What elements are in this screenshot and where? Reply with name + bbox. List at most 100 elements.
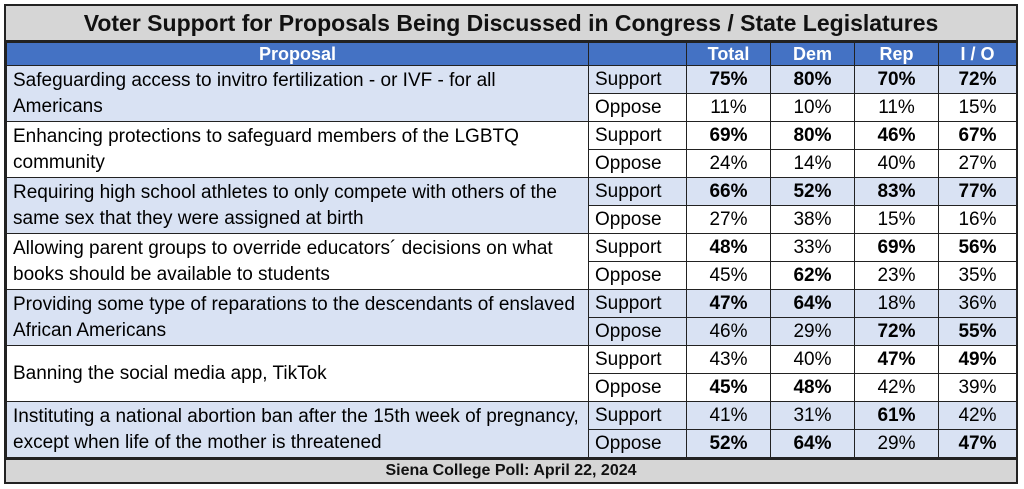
poll-table-frame: Voter Support for Proposals Being Discus… xyxy=(4,4,1018,484)
table-row: Oppose 45% 62% 23% 35% xyxy=(7,261,1017,290)
rep-value: 23% xyxy=(854,261,939,290)
io-value: 49% xyxy=(938,345,1017,374)
header-total: Total xyxy=(686,42,771,66)
dem-value: 64% xyxy=(770,429,855,458)
io-value: 67% xyxy=(938,121,1017,150)
dem-value: 10% xyxy=(770,93,855,122)
dem-value: 14% xyxy=(770,149,855,178)
io-value: 35% xyxy=(938,261,1017,290)
table-row: Oppose 27% 38% 15% 16% xyxy=(7,205,1017,234)
dem-value: 48% xyxy=(770,373,855,402)
response-label: Support xyxy=(588,65,687,94)
io-value: 72% xyxy=(938,65,1017,94)
response-label: Oppose xyxy=(588,93,687,122)
dem-value: 80% xyxy=(770,65,855,94)
io-value: 42% xyxy=(938,401,1017,430)
proposal-cell: Enhancing protections to safeguard membe… xyxy=(6,121,589,178)
header-dem: Dem xyxy=(770,42,855,66)
response-label: Oppose xyxy=(588,149,687,178)
total-value: 75% xyxy=(686,65,771,94)
dem-value: 33% xyxy=(770,233,855,262)
proposal-cell: Allowing parent groups to override educa… xyxy=(6,233,589,290)
rep-value: 15% xyxy=(854,205,939,234)
header-io: I / O xyxy=(938,42,1017,66)
table-footer: Siena College Poll: April 22, 2024 xyxy=(6,458,1016,482)
total-value: 69% xyxy=(686,121,771,150)
rep-value: 69% xyxy=(854,233,939,262)
io-value: 56% xyxy=(938,233,1017,262)
header-row: Proposal Total Dem Rep I / O xyxy=(6,42,1017,66)
rep-value: 83% xyxy=(854,177,939,206)
io-value: 36% xyxy=(938,289,1017,318)
total-value: 47% xyxy=(686,289,771,318)
total-value: 66% xyxy=(686,177,771,206)
rep-value: 40% xyxy=(854,149,939,178)
response-label: Oppose xyxy=(588,317,687,346)
table-title: Voter Support for Proposals Being Discus… xyxy=(6,6,1016,42)
table-row: Oppose 11% 10% 11% 15% xyxy=(7,93,1017,122)
response-label: Support xyxy=(588,289,687,318)
table-row: Oppose 52% 64% 29% 47% xyxy=(7,429,1017,458)
total-value: 45% xyxy=(686,261,771,290)
response-label: Support xyxy=(588,121,687,150)
io-value: 77% xyxy=(938,177,1017,206)
total-value: 48% xyxy=(686,233,771,262)
total-value: 46% xyxy=(686,317,771,346)
dem-value: 62% xyxy=(770,261,855,290)
response-label: Support xyxy=(588,345,687,374)
rep-value: 11% xyxy=(854,93,939,122)
rep-value: 70% xyxy=(854,65,939,94)
response-label: Oppose xyxy=(588,373,687,402)
response-label: Oppose xyxy=(588,205,687,234)
table-row: Allowing parent groups to override educa… xyxy=(6,233,1017,290)
table-row: Requiring high school athletes to only c… xyxy=(6,177,1017,234)
response-label: Support xyxy=(588,401,687,430)
io-value: 39% xyxy=(938,373,1017,402)
total-value: 43% xyxy=(686,345,771,374)
table-row: Providing some type of reparations to th… xyxy=(6,289,1017,346)
total-value: 52% xyxy=(686,429,771,458)
table-row: Oppose 46% 29% 72% 55% xyxy=(7,317,1017,346)
dem-value: 40% xyxy=(770,345,855,374)
total-value: 24% xyxy=(686,149,771,178)
rep-value: 47% xyxy=(854,345,939,374)
table-row: Enhancing protections to safeguard membe… xyxy=(6,121,1017,178)
header-rep: Rep xyxy=(854,42,939,66)
response-label: Oppose xyxy=(588,429,687,458)
response-label: Oppose xyxy=(588,261,687,290)
rep-value: 29% xyxy=(854,429,939,458)
header-response xyxy=(588,42,687,66)
dem-value: 52% xyxy=(770,177,855,206)
proposal-cell: Instituting a national abortion ban afte… xyxy=(6,401,589,458)
response-label: Support xyxy=(588,233,687,262)
rep-value: 61% xyxy=(854,401,939,430)
dem-value: 29% xyxy=(770,317,855,346)
io-value: 15% xyxy=(938,93,1017,122)
total-value: 45% xyxy=(686,373,771,402)
rep-value: 72% xyxy=(854,317,939,346)
proposal-cell: Banning the social media app, TikTok xyxy=(6,345,589,402)
proposal-cell: Safeguarding access to invitro fertiliza… xyxy=(6,65,589,122)
io-value: 55% xyxy=(938,317,1017,346)
proposal-cell: Providing some type of reparations to th… xyxy=(6,289,589,346)
rep-value: 46% xyxy=(854,121,939,150)
response-label: Support xyxy=(588,177,687,206)
table-row: Safeguarding access to invitro fertiliza… xyxy=(6,65,1017,122)
io-value: 16% xyxy=(938,205,1017,234)
dem-value: 31% xyxy=(770,401,855,430)
total-value: 27% xyxy=(686,205,771,234)
dem-value: 64% xyxy=(770,289,855,318)
poll-table: Proposal Total Dem Rep I / O Safeguardin… xyxy=(6,42,1017,458)
rep-value: 18% xyxy=(854,289,939,318)
total-value: 41% xyxy=(686,401,771,430)
rep-value: 42% xyxy=(854,373,939,402)
total-value: 11% xyxy=(686,93,771,122)
proposal-cell: Requiring high school athletes to only c… xyxy=(6,177,589,234)
table-row: Instituting a national abortion ban afte… xyxy=(6,401,1017,458)
dem-value: 80% xyxy=(770,121,855,150)
io-value: 47% xyxy=(938,429,1017,458)
dem-value: 38% xyxy=(770,205,855,234)
header-proposal: Proposal xyxy=(6,42,589,66)
io-value: 27% xyxy=(938,149,1017,178)
table-row: Oppose 24% 14% 40% 27% xyxy=(7,149,1017,178)
